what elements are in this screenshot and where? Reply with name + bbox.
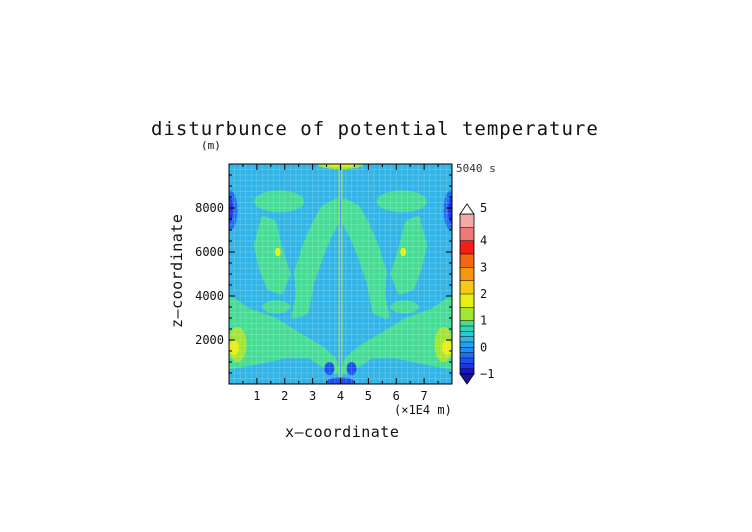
colorbar-level — [460, 294, 474, 308]
y-axis-ticks: 2000 4000 6000 8000 — [195, 163, 452, 385]
colorbar-level — [460, 214, 474, 228]
colorbar-tick-label: 3 — [480, 260, 487, 274]
x-tick-label: 5 — [365, 389, 372, 403]
colorbar-level — [460, 320, 474, 326]
colorbar-tick-label: −1 — [480, 367, 494, 381]
x-tick-label: 3 — [309, 389, 316, 403]
contour-region — [341, 295, 452, 374]
time-label: 5040 s — [456, 162, 496, 175]
x-axis-label: x—coordinate — [285, 423, 399, 441]
colorbar: −1 0 1 2 3 4 5 — [459, 201, 494, 385]
contour-region — [291, 198, 340, 319]
colorbar-level — [460, 342, 474, 348]
contour-region — [441, 340, 452, 356]
contour-region — [339, 165, 342, 378]
y-tick-label: 4000 — [195, 289, 224, 303]
contour-region — [376, 190, 427, 213]
colorbar-level — [460, 240, 474, 254]
contour-field — [229, 164, 452, 384]
colorbar-level — [460, 347, 474, 353]
colorbar-level — [460, 267, 474, 281]
contour-region — [229, 295, 340, 374]
x-tick-label: 4 — [337, 389, 344, 403]
x-tick-label: 7 — [421, 389, 428, 403]
colorbar-level — [460, 368, 474, 374]
colorbar-tick-label: 2 — [480, 287, 487, 301]
contour-region — [253, 216, 291, 295]
x-axis-ticks: 1 2 3 4 5 6 7 — [228, 164, 453, 403]
y-axis-label: z—coordinate — [168, 214, 186, 328]
x-tick-label: 2 — [281, 389, 288, 403]
contour-region — [262, 300, 291, 314]
colorbar-level — [460, 336, 474, 342]
contour-region — [229, 340, 240, 356]
contour-region — [341, 198, 390, 319]
contour-region — [254, 190, 305, 213]
colorbar-level — [460, 358, 474, 364]
contour-region — [390, 300, 419, 314]
colorbar-level — [460, 254, 474, 268]
colorbar-level — [460, 326, 474, 332]
x-tick-label: 6 — [393, 389, 400, 403]
colorbar-level — [460, 363, 474, 369]
y-tick-label: 2000 — [195, 333, 224, 347]
y-tick-label: 8000 — [195, 201, 224, 215]
contour-region — [346, 362, 357, 376]
colorbar-tick-label: 0 — [480, 340, 487, 354]
grid-lines — [229, 164, 452, 384]
colorbar-tick-label: 1 — [480, 314, 487, 328]
chart-title: disturbunce of potential temperature — [151, 118, 599, 140]
contour-region — [400, 247, 407, 257]
contour-region — [448, 197, 452, 224]
x-tick-label: 1 — [253, 389, 260, 403]
colorbar-tick-label: 5 — [480, 201, 487, 215]
contour-region — [324, 362, 335, 376]
contour-region — [229, 197, 233, 224]
colorbar-level — [460, 331, 474, 337]
colorbar-tick-label: 4 — [480, 234, 487, 248]
colorbar-level — [460, 307, 474, 321]
colorbar-level — [460, 352, 474, 358]
colorbar-level — [460, 280, 474, 294]
contour-region — [390, 216, 428, 295]
unit-label: (m) — [201, 139, 221, 152]
colorbar-level — [460, 227, 474, 241]
colorbar-over-triangle — [459, 203, 475, 215]
x-scale-label: (×1E4 m) — [394, 403, 452, 417]
contour-region — [274, 247, 281, 257]
colorbar-under-triangle — [459, 373, 475, 385]
y-tick-label: 6000 — [195, 245, 224, 259]
